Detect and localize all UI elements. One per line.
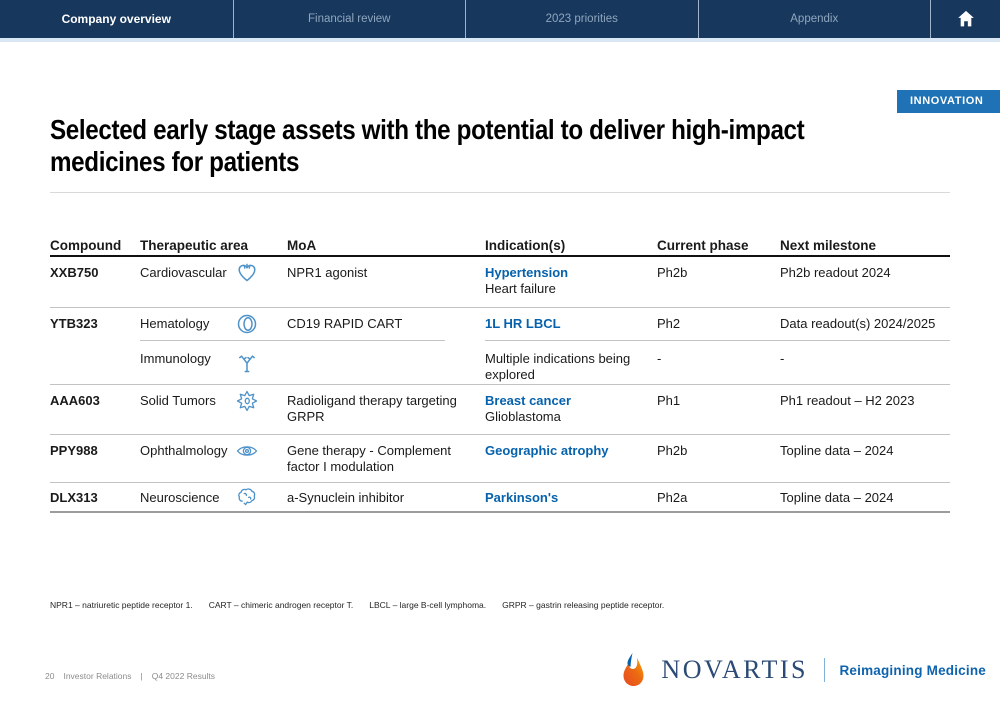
compound-name: YTB323 [50, 316, 98, 331]
therapeutic-area-label: Neuroscience [140, 490, 220, 505]
heart-icon [235, 257, 287, 307]
milestone-text: - [780, 351, 785, 366]
brain-icon [235, 483, 287, 513]
table-row-dlx313: DLX313 Neuroscience a-Synuclein inhibito… [50, 483, 950, 513]
header-next-milestone: Next milestone [780, 238, 877, 253]
footnote: NPR1 – natriuretic peptide receptor 1. CA… [50, 600, 680, 610]
eye-icon [235, 435, 287, 482]
tab-appendix[interactable]: Appendix [697, 0, 931, 38]
therapeutic-area-label: Immunology [140, 351, 211, 366]
milestone-text: Topline data – 2024 [780, 490, 894, 505]
compound-name: XXB750 [50, 265, 99, 280]
indications-cell: Parkinson's [485, 483, 657, 513]
compound-name: PPY988 [50, 443, 98, 458]
indication-secondary: Heart failure [485, 281, 556, 297]
table-header-row: Compound Therapeutic area MoA Indication… [50, 230, 950, 257]
tab-financial-review[interactable]: Financial review [232, 0, 466, 38]
assets-table: Compound Therapeutic area MoA Indication… [50, 230, 950, 513]
antibody-icon [235, 341, 287, 385]
innovation-badge: INNOVATION [897, 90, 1000, 113]
tab-company-overview[interactable]: Company overview [61, 12, 171, 26]
moa-text: Radioligand therapy targeting GRPR [287, 393, 457, 425]
phase-text: Ph2a [657, 490, 688, 505]
home-button[interactable] [930, 0, 1000, 38]
indications-cell: 1L HR LBCL [485, 308, 657, 341]
phase-text: Ph1 [657, 393, 681, 408]
top-navbar: Company overview Financial review 2023 p… [0, 0, 1000, 38]
tab-2023-priorities[interactable]: 2023 priorities [465, 0, 698, 38]
nav-accent-strip [0, 38, 1000, 42]
phase-text: Ph2 [657, 308, 780, 341]
indication-primary: Breast cancer [485, 393, 571, 408]
therapeutic-area-label: Solid Tumors [140, 393, 216, 408]
home-icon [957, 10, 974, 27]
header-current-phase: Current phase [657, 238, 749, 253]
milestone-text: Ph2b readout 2024 [780, 265, 891, 280]
footnote-lbcl: LBCL – large B-cell lymphoma. [369, 600, 487, 610]
phase-text: Ph2b [657, 265, 688, 280]
indication-primary: Hypertension [485, 265, 569, 280]
indications-cell: Hypertension Heart failure [485, 257, 657, 307]
logo-divider [823, 658, 826, 682]
footer-section: Investor Relations [63, 671, 132, 681]
moa-text: NPR1 agonist [287, 265, 368, 280]
table-row-ppy988: PPY988 Ophthalmology Gene therapy - Comp… [50, 435, 950, 483]
therapeutic-area-label: Ophthalmology [140, 443, 228, 458]
novartis-wordmark: NOVARTIS [661, 655, 808, 684]
compound-name: DLX313 [50, 490, 98, 505]
footer-separator: | [140, 671, 143, 681]
compound-name: AAA603 [50, 393, 100, 408]
milestone-text: Data readout(s) 2024/2025 [780, 308, 950, 341]
moa-text: a-Synuclein inhibitor [287, 490, 405, 505]
blood-cell-icon [235, 308, 287, 341]
table-row-ytb323: YTB323 Hematology CD19 RAPID CART 1L HR … [50, 308, 950, 385]
header-moa: MoA [287, 238, 317, 253]
header-compound: Compound [50, 238, 122, 253]
title-divider [50, 192, 950, 193]
footer-report: Q4 2022 Results [151, 671, 216, 681]
therapeutic-area-label: Hematology [140, 308, 235, 341]
indications-cell: Multiple indications being explored [485, 341, 657, 385]
moa-text: CD19 RAPID CART [287, 308, 445, 341]
phase-text: - [657, 351, 662, 366]
table-row-xxb750: XXB750 Cardiovascular NPR1 agonist Hyper… [50, 257, 950, 308]
page-title: Selected early stage assets with the pot… [50, 114, 805, 177]
header-indications: Indication(s) [485, 238, 566, 253]
novartis-flame-icon [623, 653, 644, 686]
milestone-text: Ph1 readout – H2 2023 [780, 393, 915, 408]
indication-primary: Geographic atrophy [485, 443, 609, 458]
footer-meta: 20 Investor Relations | Q4 2022 Results [45, 671, 215, 681]
footnote-npr1: NPR1 – natriuretic peptide receptor 1. [50, 600, 193, 610]
therapeutic-area-label: Cardiovascular [140, 265, 227, 280]
phase-text: Ph2b [657, 443, 688, 458]
indication-secondary: Glioblastoma [485, 409, 561, 425]
indication-primary: 1L HR LBCL [485, 316, 561, 331]
milestone-text: Topline data – 2024 [780, 443, 894, 458]
brand-tagline: Reimagining Medicine [839, 662, 986, 678]
moa-text: Gene therapy - Complement factor I modul… [287, 443, 452, 475]
footnote-cart: CART – chimeric androgen receptor T. [208, 600, 354, 610]
footnote-grpr: GRPR – gastrin releasing peptide recepto… [502, 600, 665, 610]
tumor-cell-icon [235, 385, 287, 434]
page-number: 20 [45, 671, 55, 681]
indication-primary: Parkinson's [485, 490, 559, 505]
indications-cell: Breast cancer Glioblastoma [485, 385, 657, 434]
table-row-aaa603: AAA603 Solid Tumors Radioligand therapy … [50, 385, 950, 435]
indication-secondary: Multiple indications being explored [485, 351, 631, 383]
header-therapeutic-area: Therapeutic area [140, 238, 249, 253]
novartis-logo: NOVARTIS Reimagining Medicine [620, 652, 986, 688]
indications-cell: Geographic atrophy [485, 435, 657, 482]
